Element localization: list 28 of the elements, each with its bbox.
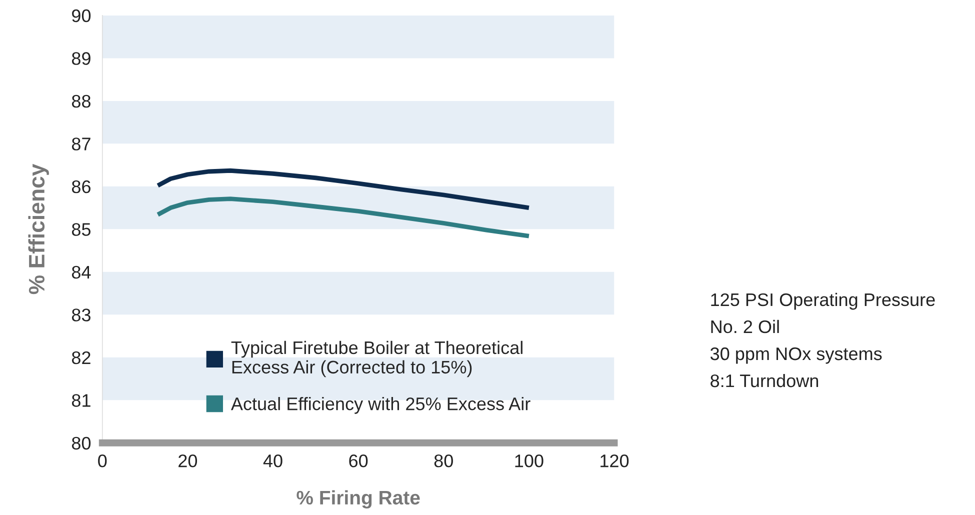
- y-tick-label: 90: [72, 9, 91, 22]
- y-tick-label: 87: [72, 138, 90, 150]
- y-tick-label: 83: [72, 308, 90, 322]
- legend-label: Typical Firetube Boiler at Theoretical Excess Air (Corrected to 15%): [231, 340, 522, 378]
- x-tick-label: 0: [98, 454, 107, 468]
- x-tick-label: 60: [349, 454, 368, 468]
- y-tick-label: 81: [72, 394, 90, 407]
- text: No. 2 Oil: [711, 320, 779, 334]
- text: 30 ppm NOx systems: [710, 347, 882, 364]
- text: 125 PSI Operating Pressure: [711, 292, 935, 310]
- y-axis-title: % Efficiency: [28, 164, 49, 294]
- line-series: [156, 196, 532, 238]
- y-tick-label: 88: [72, 94, 90, 108]
- x-tick-label: 40: [263, 454, 282, 468]
- y-tick-label: 86: [72, 180, 90, 194]
- legend-label: Actual Efficiency with 25% Excess Air: [230, 396, 530, 414]
- y-tick-label: 89: [72, 52, 90, 65]
- y-tick-label: 85: [72, 223, 91, 236]
- x-tick-label: 20: [178, 454, 198, 468]
- line-series: [156, 168, 532, 210]
- text: 8:1 Turndown: [710, 374, 818, 388]
- y-tick-label: 80: [72, 436, 91, 450]
- x-tick-label: 120: [600, 454, 629, 468]
- y-tick-label: 82: [72, 351, 90, 364]
- x-tick-label: 80: [434, 454, 453, 468]
- x-axis-title: % Firing Rate: [296, 490, 420, 508]
- y-tick-label: 84: [72, 266, 91, 279]
- x-tick-label: 100: [515, 454, 544, 468]
